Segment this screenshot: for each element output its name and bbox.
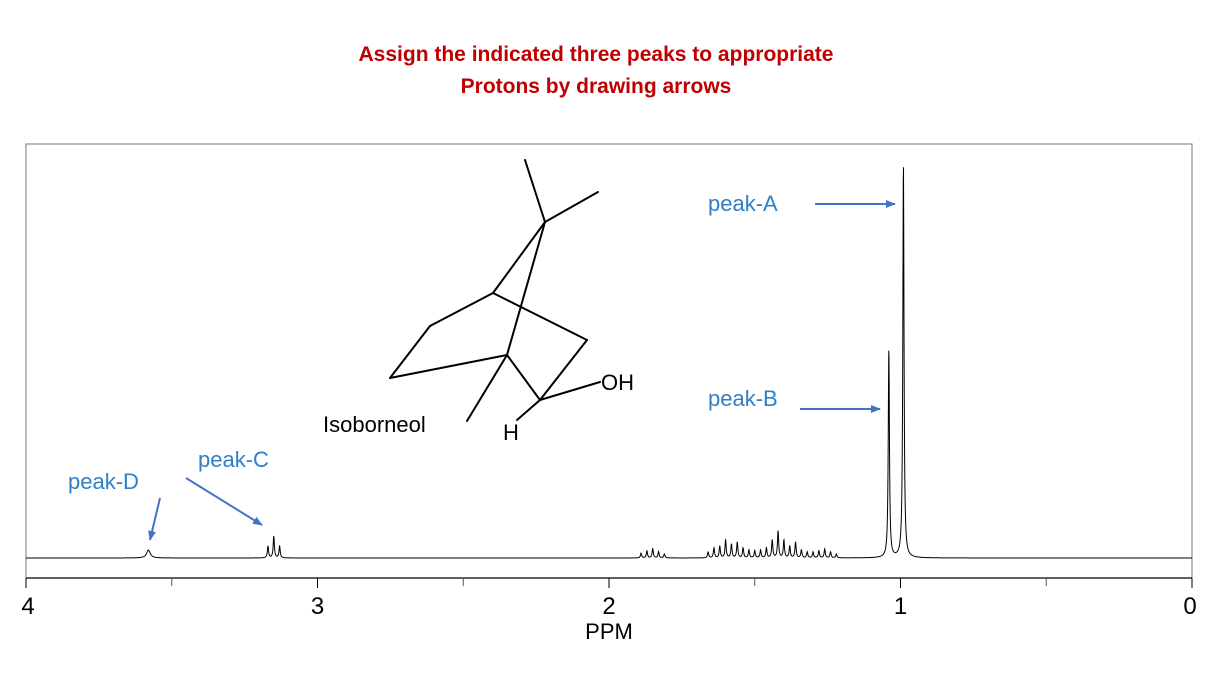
hydroxyl-label: OH: [601, 370, 634, 395]
peak-d-arrow: [148, 497, 161, 541]
x-axis-ticks: 4 3 2 1 0: [21, 578, 1197, 620]
tick-label: 0: [1183, 593, 1196, 620]
plot-frame: [25, 143, 1193, 579]
spectrum-trace: [26, 167, 1192, 559]
peak-c-label: peak-C: [198, 447, 269, 472]
x-axis-label: PPM: [585, 619, 633, 644]
molecule-name: Isoborneol: [323, 412, 426, 437]
tick-label: 1: [894, 593, 907, 620]
title-line-2: Protons by drawing arrows: [460, 75, 732, 98]
tick-label: 2: [602, 593, 615, 620]
tick-label: 4: [21, 593, 34, 620]
tick-label: 3: [311, 593, 324, 620]
isoborneol-structure: [389, 159, 601, 422]
hydrogen-label: H: [503, 420, 519, 445]
peak-d-label: peak-D: [68, 469, 139, 494]
title-line-1: Assign the indicated three peaks to appr…: [358, 43, 834, 66]
peak-c-arrow: [185, 477, 263, 526]
peak-a-label: peak-A: [708, 191, 778, 216]
peak-b-label: peak-B: [708, 386, 778, 411]
